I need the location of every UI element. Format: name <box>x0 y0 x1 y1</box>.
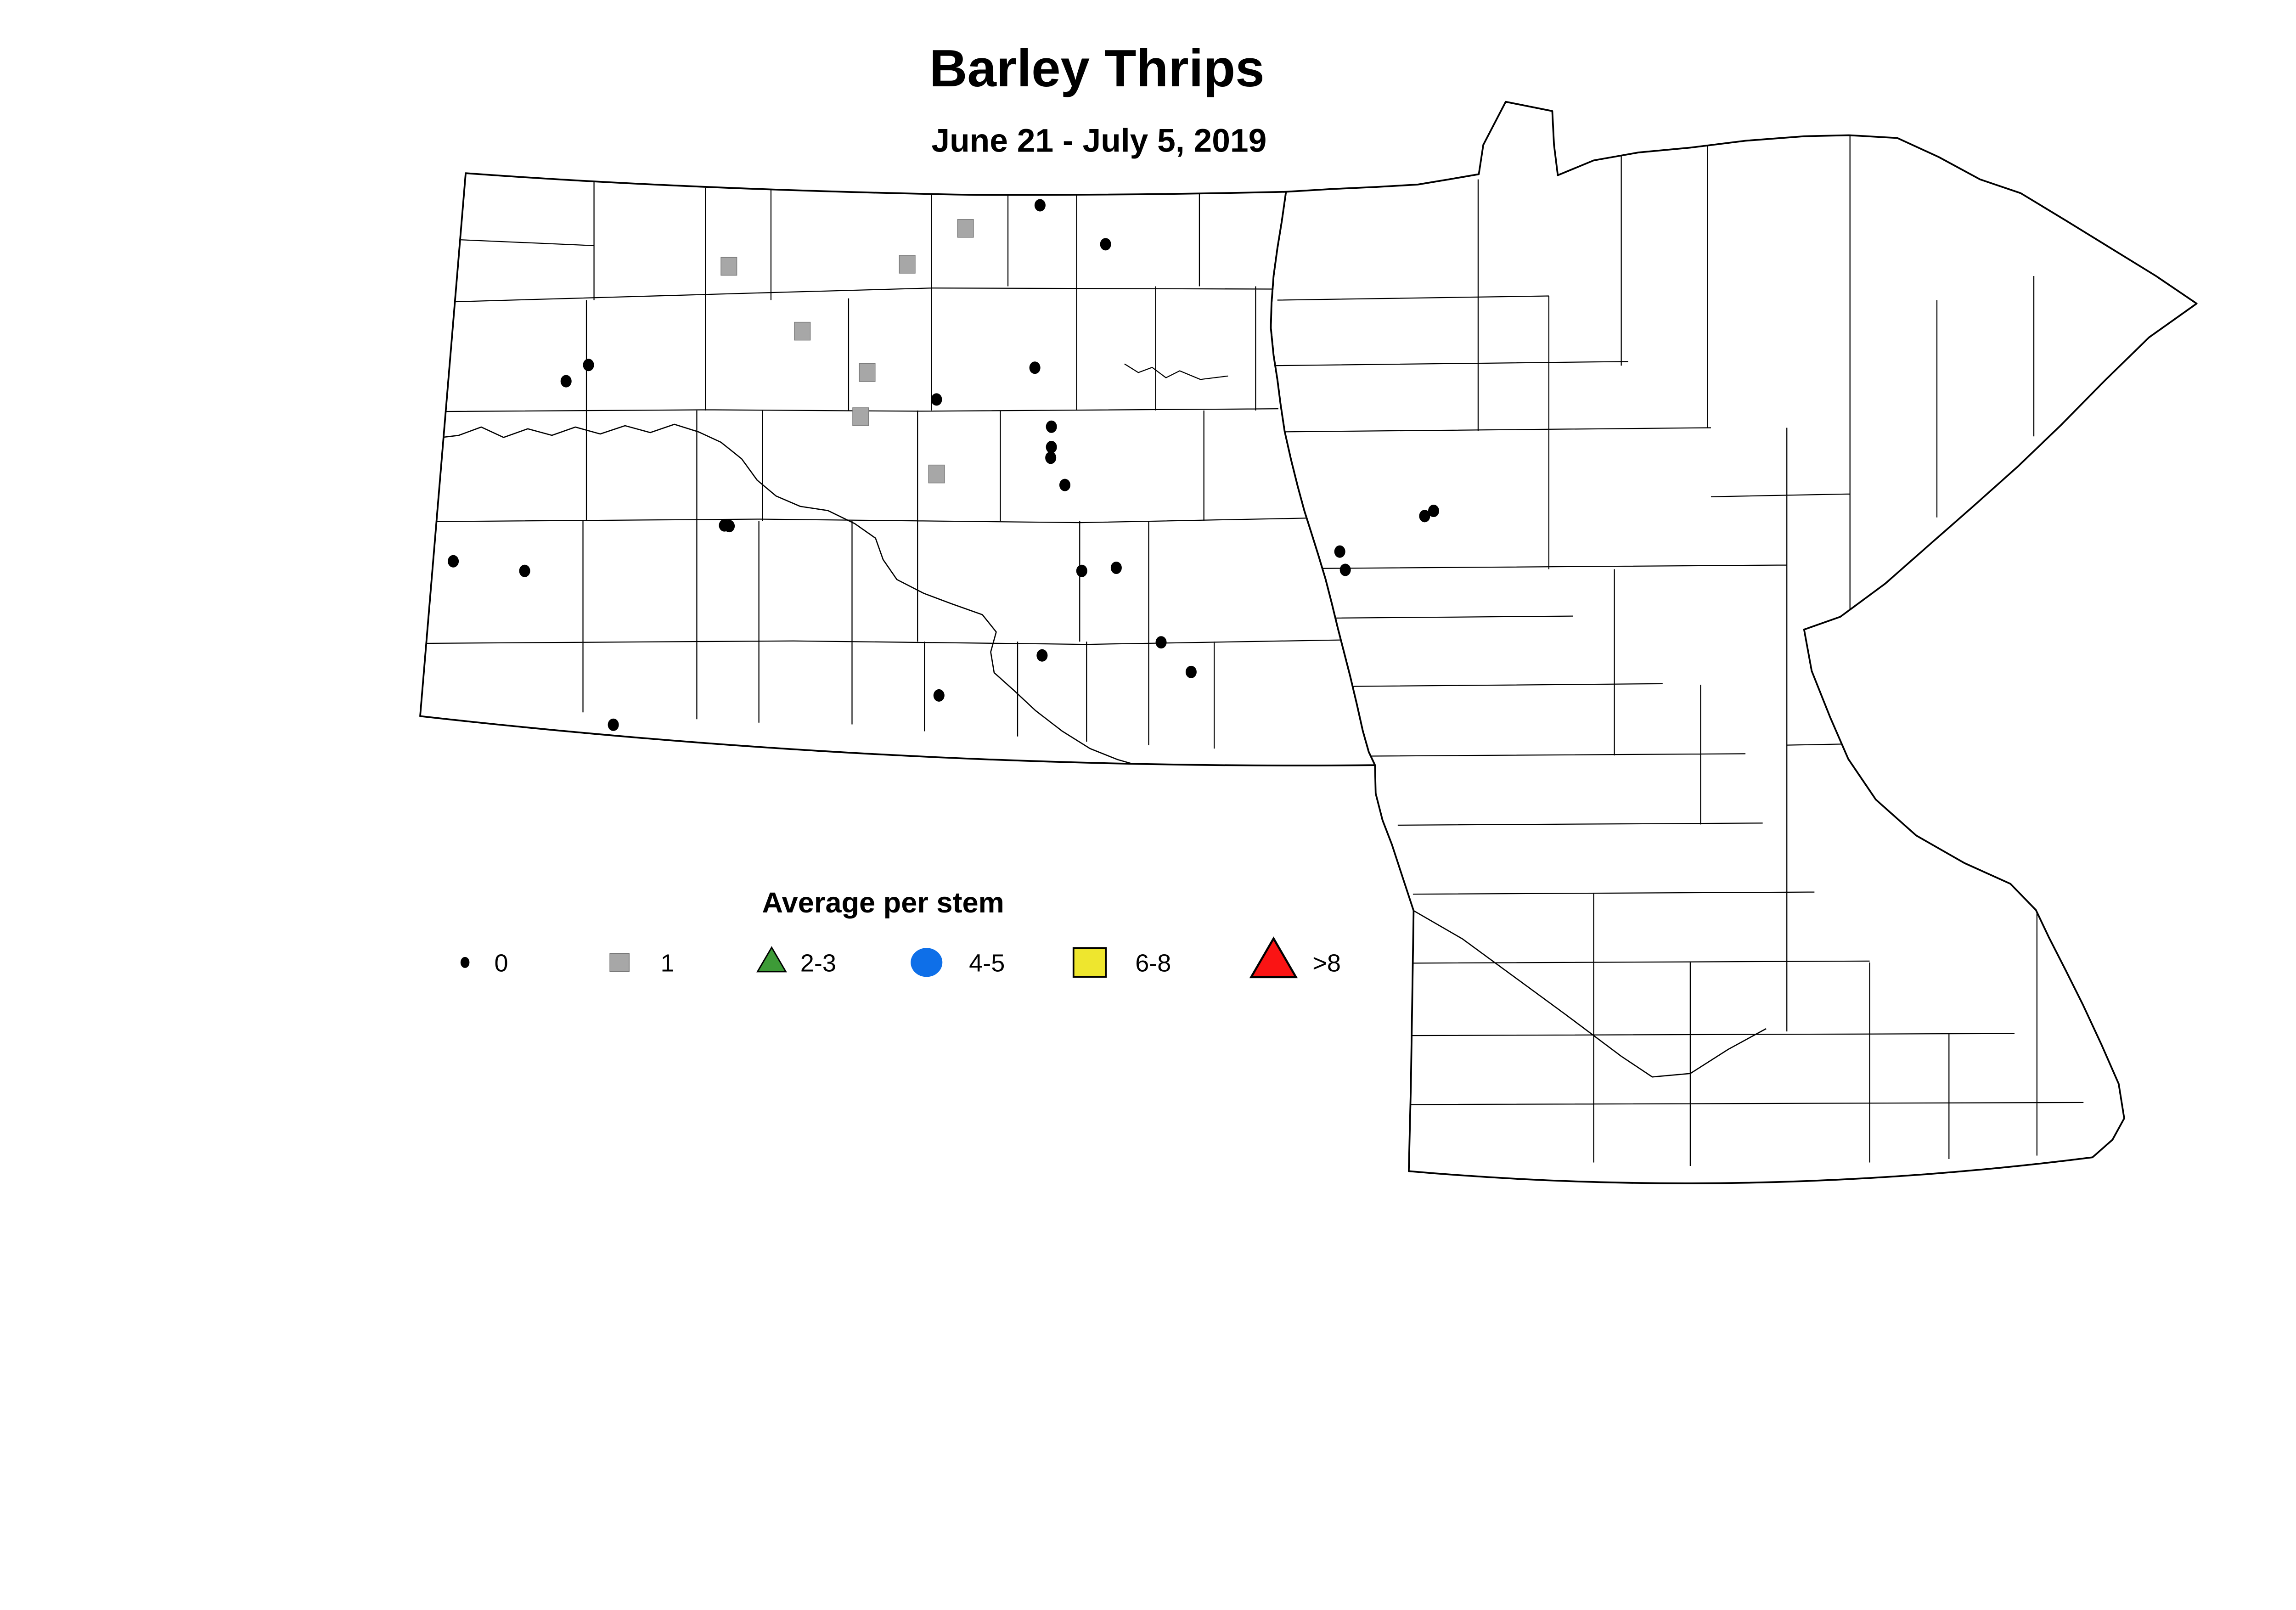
legend-label: 4-5 <box>969 949 1005 977</box>
legend-title: Average per stem <box>762 887 1004 919</box>
legend-label: >8 <box>1312 949 1341 977</box>
map-point-square <box>957 219 974 238</box>
map-point-dot <box>1046 441 1057 454</box>
legend-items: 0 1 2-3 4-5 6-8 >8 <box>460 936 1341 979</box>
map-point-dot <box>1155 636 1167 649</box>
barley-thrips-survey-map: Barley Thrips June 21 - July 5, 2019 Ave… <box>419 39 2198 1184</box>
map-point-dot <box>1428 505 1440 518</box>
north-dakota-group <box>419 172 1376 766</box>
legend-label: 6-8 <box>1135 949 1171 977</box>
map-point-dot <box>1059 478 1070 491</box>
map-point-square <box>899 255 916 274</box>
map-point-dot <box>724 520 735 533</box>
north-dakota-county-lines <box>424 174 1345 749</box>
map-point-dot <box>1419 510 1430 523</box>
minnesota-county-lines <box>1272 135 2084 1166</box>
legend-marker-dot <box>460 957 470 968</box>
legend-marker-triangle <box>1249 936 1298 979</box>
legend-marker-triangle <box>756 946 787 973</box>
map-point-square <box>720 257 737 276</box>
map-canvas: Barley Thrips June 21 - July 5, 2019 Ave… <box>419 39 2198 1184</box>
map-point-dot <box>933 689 945 702</box>
legend: Average per stem 0 1 2-3 4-5 6-8 >8 <box>460 887 1341 979</box>
map-point-dot <box>1185 665 1197 678</box>
map-point-dot <box>1029 361 1041 374</box>
minnesota-river-line <box>1413 910 1767 1078</box>
map-point-dot <box>1045 451 1057 464</box>
map-point-square <box>852 407 869 426</box>
minnesota-outline <box>1270 101 2198 1184</box>
north-dakota-outline <box>419 172 1376 766</box>
map-point-dot <box>1046 420 1057 433</box>
legend-marker-circle <box>911 948 943 977</box>
map-point-dot <box>1110 561 1122 574</box>
legend-label: 2-3 <box>800 949 836 977</box>
missouri-river-line <box>428 423 1142 766</box>
map-point-dot <box>583 359 594 372</box>
map-point-square <box>928 464 945 484</box>
survey-points-layer <box>448 199 1440 731</box>
map-point-dot <box>519 564 530 577</box>
map-point-dot <box>1334 545 1345 558</box>
map-point-dot <box>608 718 619 731</box>
minnesota-group <box>1270 101 2198 1184</box>
map-point-dot <box>1100 238 1111 251</box>
legend-marker-square <box>609 953 630 972</box>
page-title: Barley Thrips <box>929 39 1265 98</box>
page-subtitle: June 21 - July 5, 2019 <box>931 123 1266 159</box>
map-point-dot <box>1034 199 1046 212</box>
legend-label: 0 <box>494 949 508 977</box>
map-point-dot <box>560 375 572 388</box>
legend-marker-square <box>1072 947 1107 978</box>
map-point-dot <box>931 393 942 406</box>
map-point-dot <box>1339 563 1351 576</box>
map-point-dot <box>1036 649 1048 662</box>
map-point-dot <box>448 555 459 568</box>
map-point-square <box>859 363 876 382</box>
legend-label: 1 <box>661 949 675 977</box>
map-point-dot <box>1076 564 1087 577</box>
map-point-square <box>794 321 811 341</box>
